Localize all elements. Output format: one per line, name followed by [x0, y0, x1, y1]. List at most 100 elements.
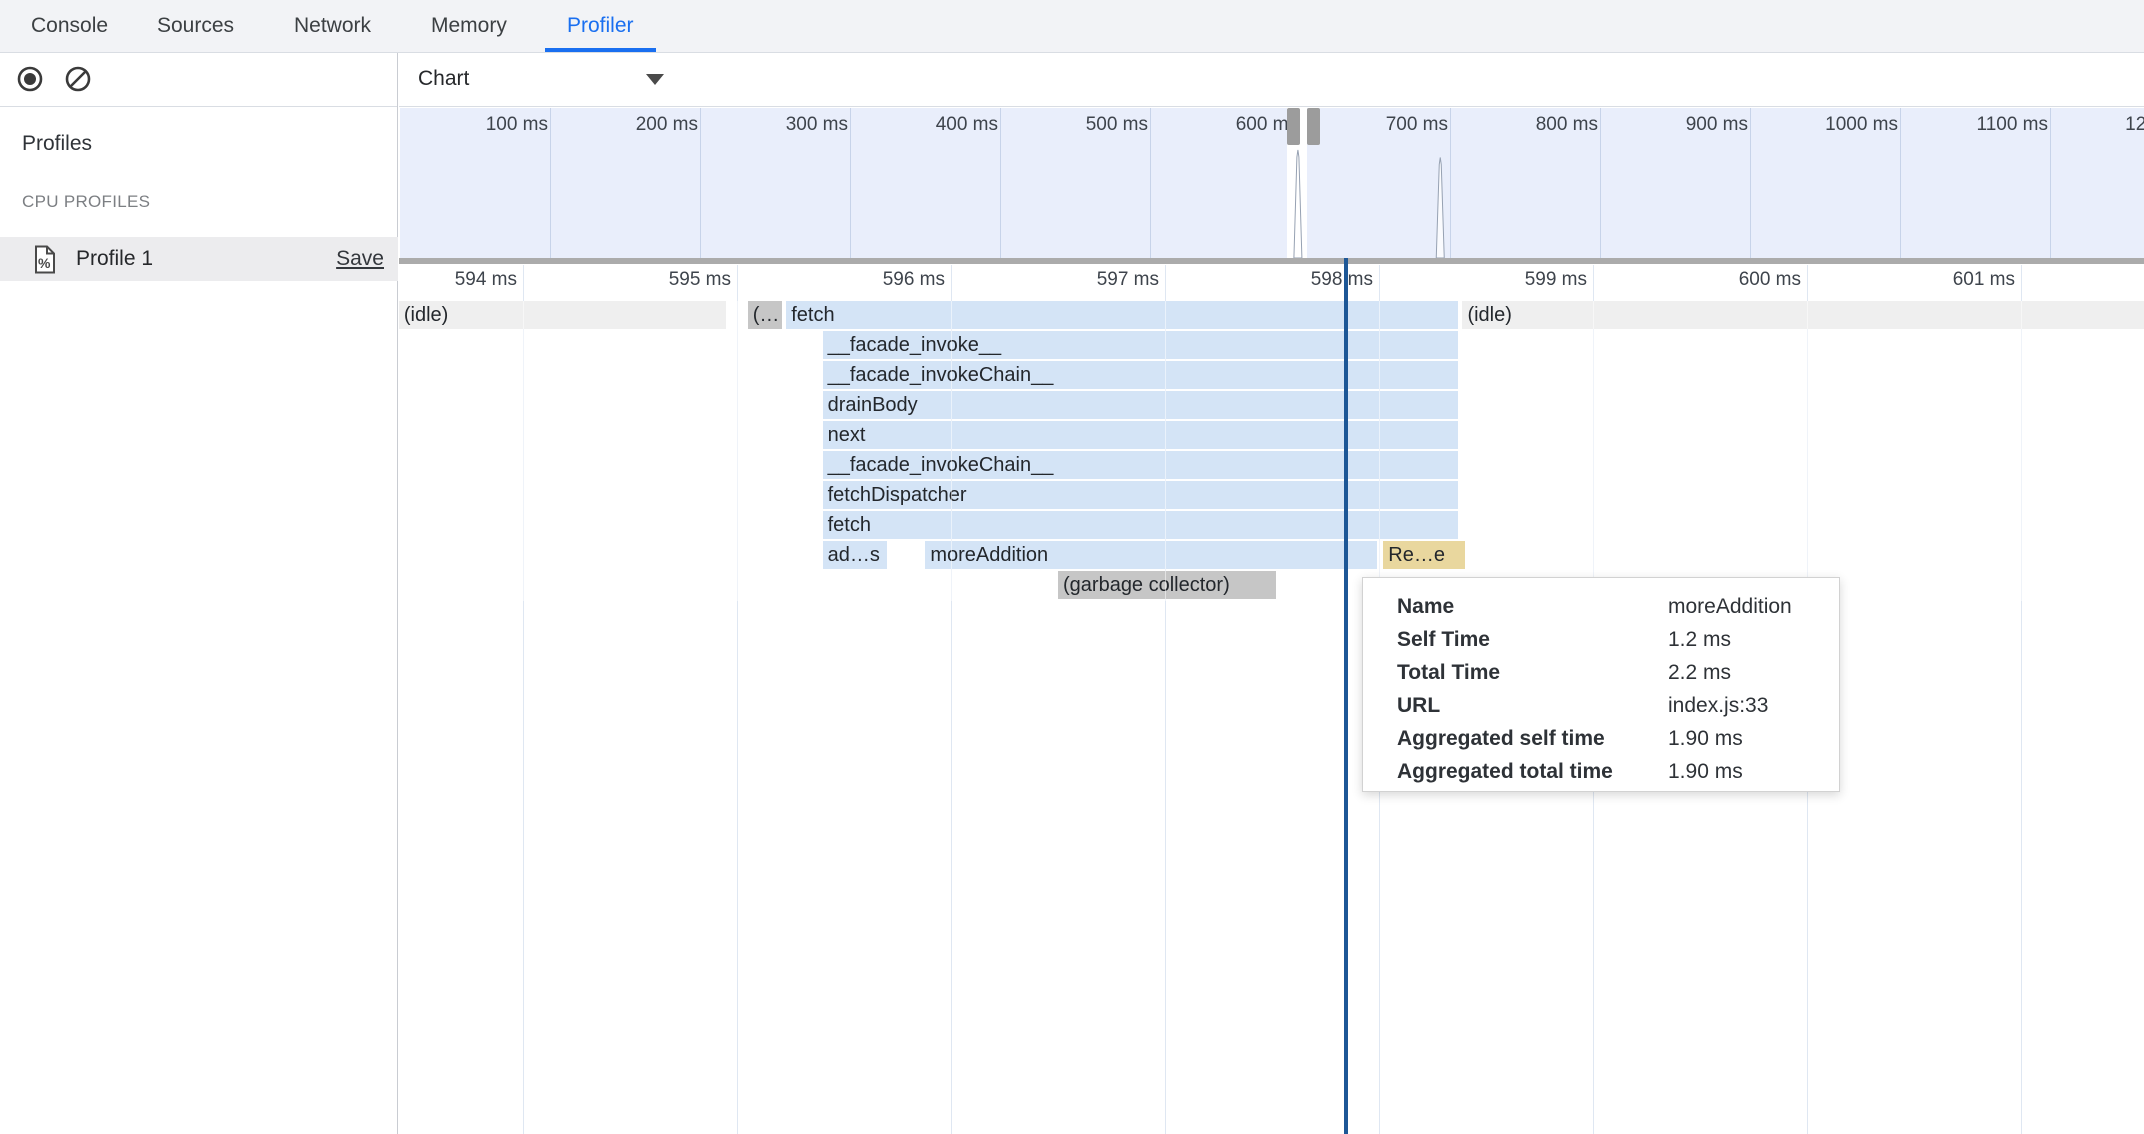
overview-gridline [1000, 108, 1001, 258]
tab-console[interactable]: Console [31, 14, 109, 37]
record-profile-button[interactable] [16, 65, 44, 93]
tooltip-value: index.js:33 [1668, 694, 1769, 717]
flame-gridline [1165, 265, 1166, 1134]
flame-frame[interactable]: (garbage collector) [1058, 571, 1277, 599]
overview-tick-label: 100 ms [485, 114, 548, 135]
flame-frame[interactable]: moreAddition [925, 541, 1377, 569]
overview-tick-label: 600 ms [1235, 114, 1298, 135]
dropdown-caret-icon [646, 74, 664, 85]
overview-gridline [550, 108, 551, 258]
view-mode-label: Chart [418, 67, 470, 90]
tooltip-label: Total Time [1397, 661, 1501, 684]
flame-gridline-overlay [1807, 301, 1808, 601]
view-mode-dropdown[interactable]: Chart [418, 52, 664, 106]
svg-text:%: % [38, 255, 51, 271]
tooltip-label: Aggregated self time [1397, 727, 1605, 750]
tooltip-value: moreAddition [1668, 595, 1792, 618]
tab-sources[interactable]: Sources [157, 14, 235, 37]
flame-tick-label: 597 ms [1096, 269, 1159, 290]
flame-gridline [951, 265, 952, 1134]
tooltip-label: URL [1397, 694, 1441, 717]
flame-frame[interactable]: __facade_invoke__ [822, 331, 1459, 359]
flame-frame[interactable]: next [822, 421, 1459, 449]
tooltip-label: Aggregated total time [1397, 760, 1613, 783]
tooltip-value: 1.90 ms [1668, 760, 1743, 783]
overview-gridline [1750, 108, 1751, 258]
flame-tick-label: 596 ms [882, 269, 945, 290]
flame-tick-label: 600 ms [1738, 269, 1801, 290]
selection-handle-right[interactable] [1306, 108, 1320, 145]
flame-gridline [523, 265, 524, 1134]
tooltip-row: Name moreAddition [1397, 590, 1839, 623]
overview-gridline [700, 108, 701, 258]
flame-tick-label: 594 ms [454, 269, 517, 290]
flame-gridline-overlay [737, 301, 738, 601]
record-icon [16, 66, 44, 97]
flame-frame[interactable]: __facade_invokeChain__ [822, 361, 1459, 389]
tooltip-row: Aggregated total time 1.90 ms [1397, 755, 1839, 788]
flame-gridline [2021, 265, 2022, 1134]
tooltip-value: 1.2 ms [1668, 628, 1732, 651]
flame-frame[interactable]: drainBody [822, 391, 1459, 419]
overview-tick-label: 700 ms [1385, 114, 1448, 135]
overview-tick-label: 900 ms [1685, 114, 1748, 135]
flame-frame[interactable]: (idle) [398, 301, 727, 329]
timeline-overview[interactable] [400, 108, 2144, 258]
overview-gridline [1150, 108, 1151, 258]
flame-gridline-overlay [523, 301, 524, 601]
frame-tooltip: Name moreAddition Self Time 1.2 ms Total… [1362, 577, 1840, 792]
cpu-profiles-section-heading: CPU PROFILES [22, 192, 151, 211]
flame-frame[interactable]: __facade_invokeChain__ [822, 451, 1459, 479]
tooltip-value: 1.90 ms [1668, 727, 1743, 750]
profile-document-icon: % [33, 245, 57, 279]
flame-gridline-overlay [2021, 301, 2022, 601]
clear-profiles-button[interactable] [64, 65, 92, 93]
profiler-toolbar: Chart [399, 52, 2144, 107]
flame-frame[interactable]: (idle) [1462, 301, 2144, 329]
tooltip-label: Name [1397, 595, 1455, 618]
profile-list-item[interactable]: % Profile 1 Save [0, 237, 398, 281]
overview-gridline [1450, 108, 1451, 258]
flame-tick-label: 595 ms [668, 269, 731, 290]
overview-tick-label: 500 ms [1085, 114, 1148, 135]
overview-gridline [1600, 108, 1601, 258]
sidebar-toolbar [0, 52, 397, 107]
overview-tick-label: 1000 ms [1825, 114, 1898, 135]
flame-tick-label: 601 ms [1952, 269, 2015, 290]
flame-gridline-overlay [1593, 301, 1594, 601]
selection-handle-left[interactable] [1287, 108, 1301, 145]
flame-frame[interactable]: fetch [786, 301, 1459, 329]
flame-frame[interactable]: fetchDispatcher [822, 481, 1459, 509]
flame-frame[interactable]: ad…s [822, 541, 887, 569]
overview-tick-label: 400 ms [935, 114, 998, 135]
flame-frame[interactable]: Re…e [1383, 541, 1465, 569]
current-time-marker [1344, 258, 1348, 1134]
overview-gridline [2050, 108, 2051, 258]
overview-scroll-strip[interactable] [399, 258, 2144, 264]
overview-gridline [850, 108, 851, 258]
overview-tick-label: 300 ms [785, 114, 848, 135]
flame-gridline-overlay [1165, 301, 1166, 601]
tooltip-row: URL index.js:33 [1397, 689, 1839, 722]
overview-tick-label: 1100 ms [1976, 114, 2048, 135]
profiles-heading: Profiles [22, 132, 93, 155]
overview-tick-label: 1200 ms [2125, 114, 2144, 135]
flame-gridline-overlay [1379, 301, 1380, 601]
flame-frame[interactable]: (… [747, 301, 782, 329]
flame-frame[interactable]: fetch [822, 511, 1459, 539]
sidebar: Profiles CPU PROFILES % Profile 1 Save [0, 52, 398, 1134]
clear-block-icon [64, 66, 92, 97]
flame-gridline-overlay [951, 301, 952, 601]
tooltip-label: Self Time [1397, 628, 1490, 651]
tooltip-row: Aggregated self time 1.90 ms [1397, 722, 1839, 755]
flame-tick-label: 599 ms [1524, 269, 1587, 290]
tab-memory[interactable]: Memory [431, 14, 507, 37]
flame-gridline [737, 265, 738, 1134]
save-profile-link[interactable]: Save [336, 247, 384, 270]
tooltip-value: 2.2 ms [1668, 661, 1732, 684]
tab-network[interactable]: Network [294, 14, 372, 37]
tab-profiler[interactable]: Profiler [545, 0, 656, 52]
overview-tick-label: 800 ms [1535, 114, 1598, 135]
overview-gridline [1900, 108, 1901, 258]
